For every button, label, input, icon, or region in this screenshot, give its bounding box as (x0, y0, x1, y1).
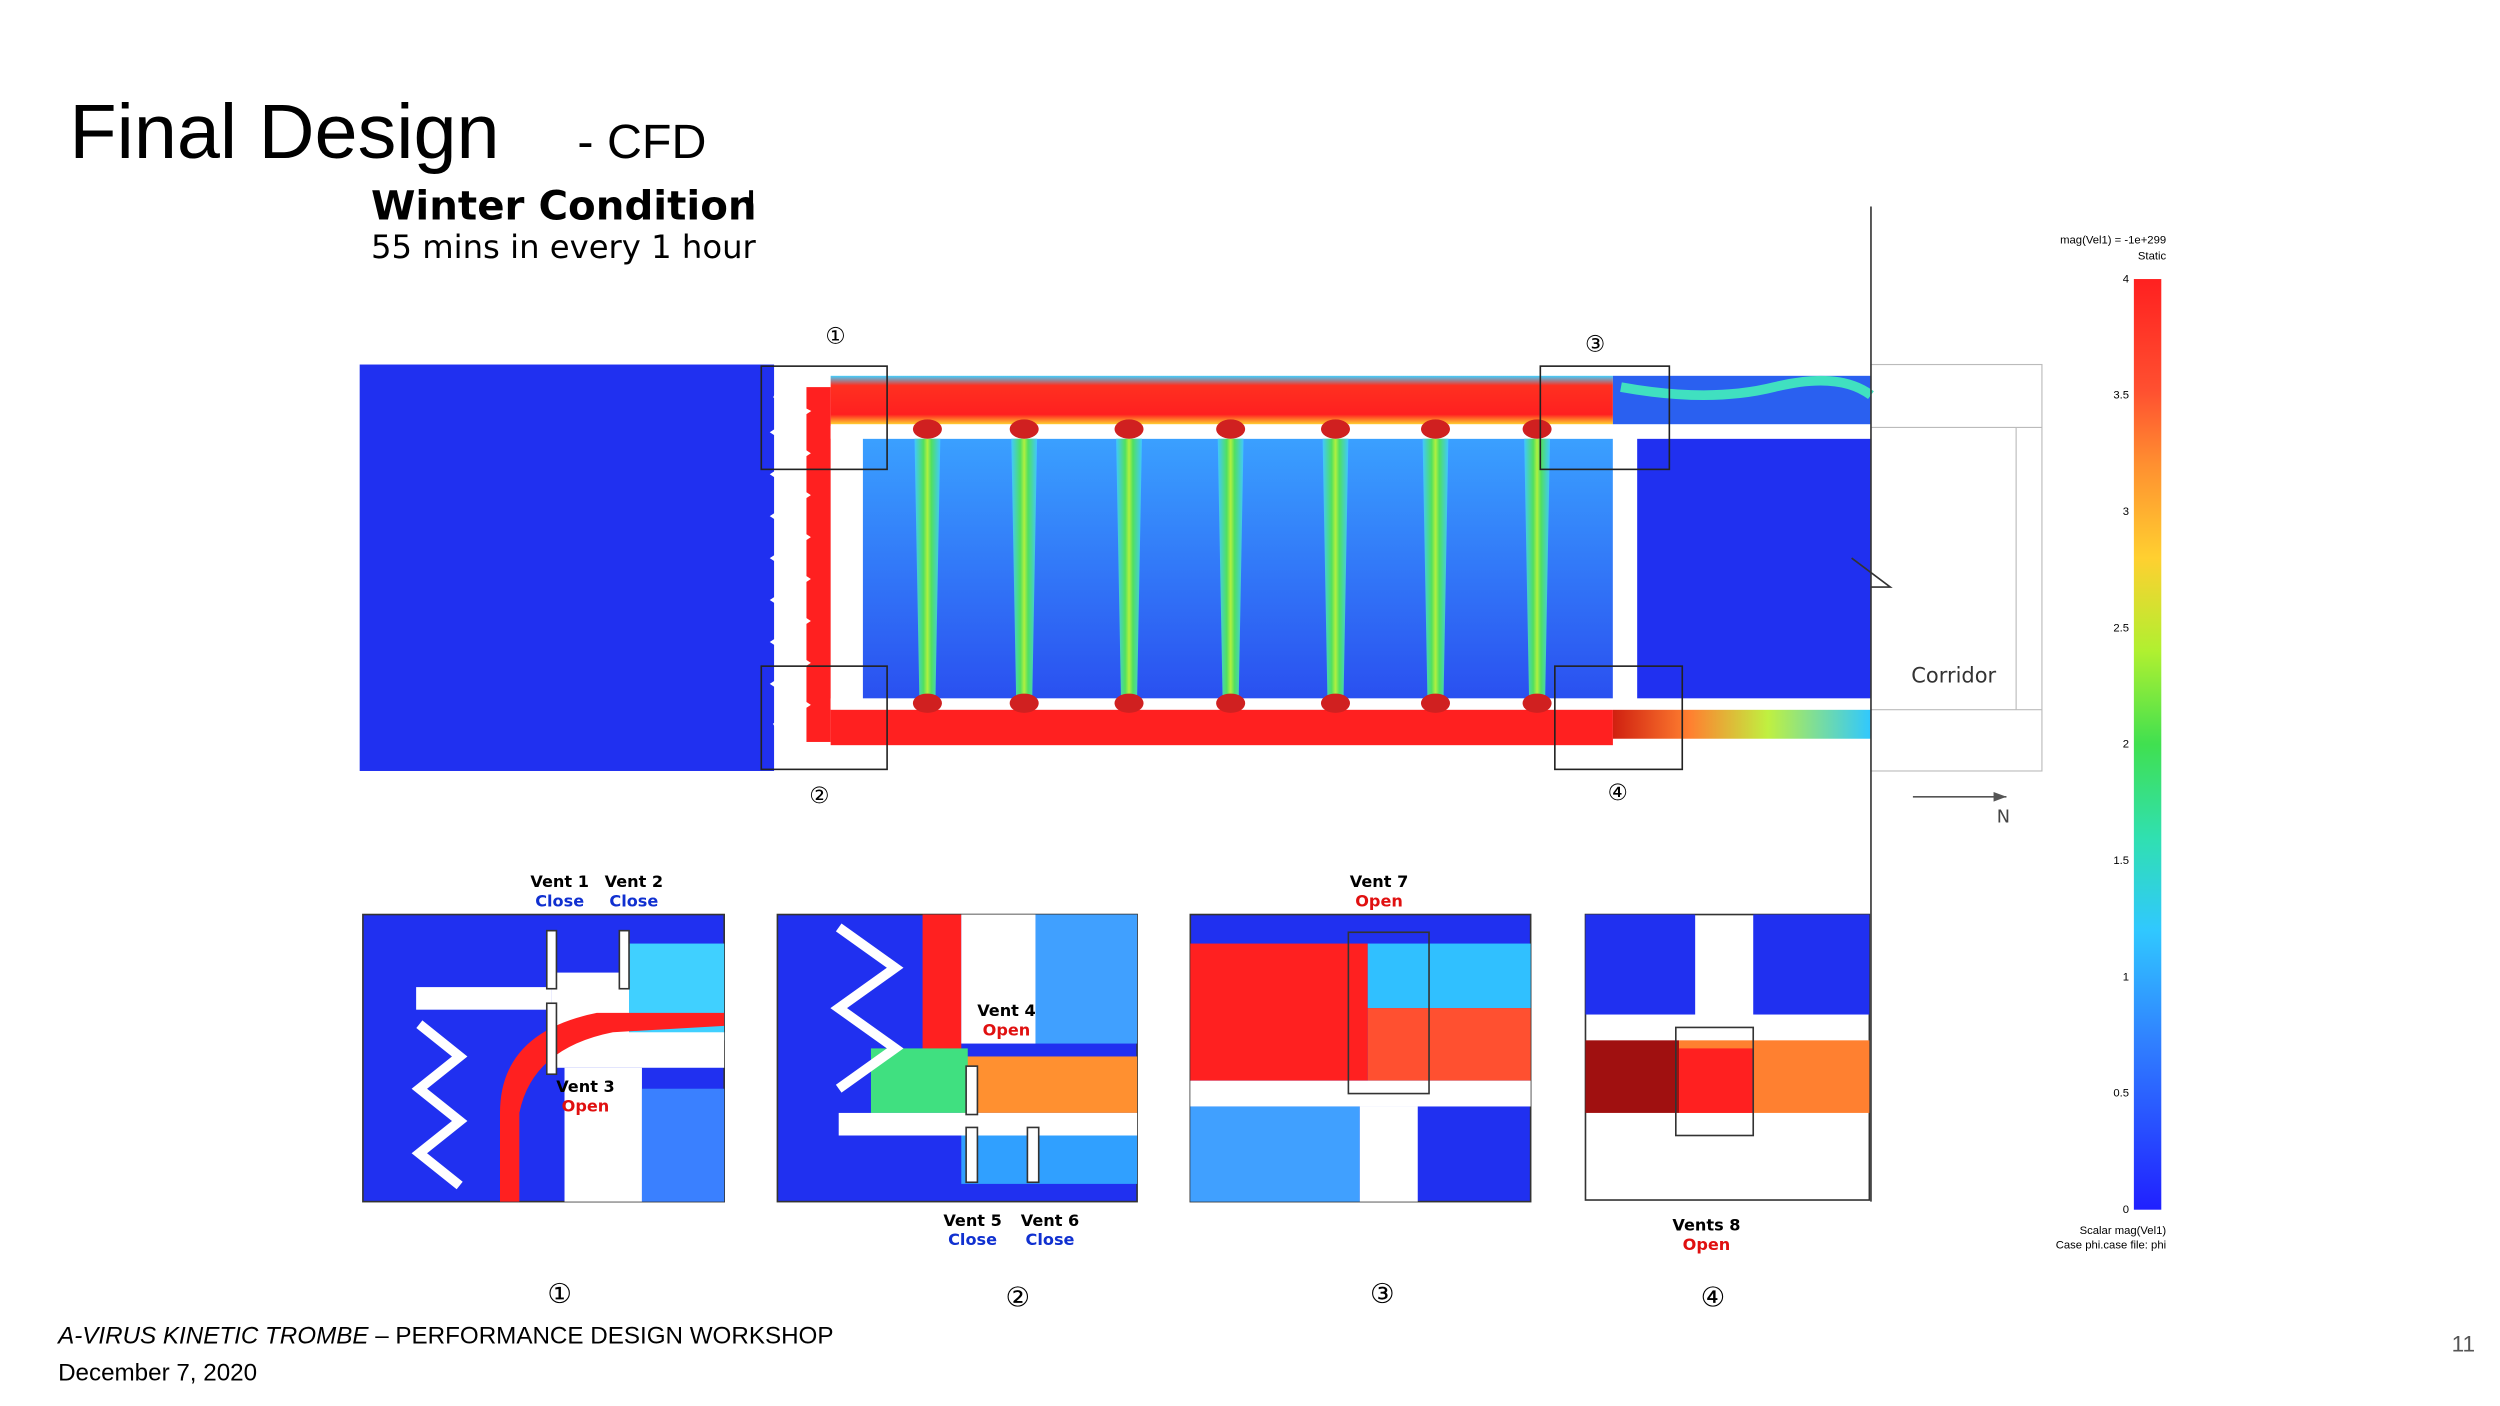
colorbar-tick-label: 4 (2123, 273, 2129, 285)
vent-name: Vent 3 (556, 1077, 615, 1096)
workshop: – PERFORMANCE DESIGN WORKSHOP (369, 1323, 834, 1350)
bottom-exit (1612, 709, 1871, 739)
vent-flow (1216, 693, 1246, 713)
colorbar: mag(Vel1) = -1e+299 Static 4 3.5 3 2.5 2 1.5 1… (2056, 235, 2167, 1252)
vent-name: Vent 5 (943, 1211, 1002, 1230)
colorbar-footer: Case phi.case file: phi (2056, 1239, 2166, 1251)
marker: ① (825, 324, 845, 350)
vent-state: Close (535, 891, 584, 910)
vent-state: Open (1683, 1235, 1731, 1254)
project: A-VIRUS KINETIC TROMBE (56, 1323, 369, 1350)
vent-flow (1320, 693, 1350, 713)
footer: A-VIRUS KINETIC TROMBE – PERFORMANCE DES… (56, 1323, 2475, 1387)
plan-lines (1870, 363, 2043, 772)
vent-flow (1420, 693, 1450, 713)
detail-boxes (760, 365, 1684, 771)
vent-state: Close (948, 1230, 997, 1249)
footer-title: A-VIRUS KINETIC TROMBE – PERFORMANCE DES… (56, 1323, 833, 1350)
north-arrowhead (1993, 791, 2007, 802)
jet (1524, 438, 1550, 699)
vent-flow (1009, 693, 1039, 713)
colorbar-tick-label: 1 (2123, 971, 2129, 983)
colorbar-header: mag(Vel1) = -1e+299 (2060, 235, 2166, 247)
marker: ③ (1370, 1279, 1395, 1310)
vent-state: Open (1355, 891, 1403, 910)
colorbar-tick-label: 0 (2123, 1204, 2129, 1216)
vent-state: Open (983, 1021, 1031, 1040)
jet (914, 438, 941, 699)
wall (830, 425, 1871, 439)
vent-flow (1420, 419, 1450, 439)
vent-flow (912, 693, 942, 713)
colorbar-tick-label: 2.5 (2113, 622, 2129, 634)
bottom-channel (830, 709, 1613, 746)
jet (1322, 438, 1349, 699)
jet (1422, 438, 1449, 699)
wall (1612, 438, 1638, 699)
colorbar-tick-label: 0.5 (2113, 1088, 2129, 1100)
colorbar-footer: Scalar mag(Vel1) (2080, 1225, 2167, 1237)
vent-name: Vent 6 (1021, 1211, 1080, 1230)
vent-flow (1522, 419, 1552, 439)
vent-state: Close (609, 891, 658, 910)
marker: ④ (1608, 780, 1628, 806)
vent-name: Vent 7 (1350, 872, 1409, 891)
colorbar-tick-label: 3 (2123, 506, 2129, 518)
jets (912, 419, 1552, 713)
vent-flow (1114, 419, 1144, 439)
vent-state: Open (562, 1096, 610, 1115)
section-mark (1851, 557, 1893, 588)
vent-state: Close (1026, 1230, 1075, 1249)
corridor-label: Corridor (1911, 663, 1996, 687)
colorbar-tick-label: 3.5 (2113, 390, 2129, 402)
room-field-2 (1637, 438, 1871, 699)
marker: ② (1005, 1282, 1030, 1313)
trombe-channel (806, 387, 831, 742)
panel-2 (776, 913, 1138, 1203)
vent-name: Vent 1 (530, 872, 589, 891)
outside-field (359, 364, 775, 771)
marker: ② (809, 783, 829, 809)
page-number: 11 (2452, 1332, 2475, 1357)
vent-flow (1522, 693, 1552, 713)
title: Final Design (69, 89, 499, 175)
colorbar-tick-label: 1.5 (2113, 855, 2129, 867)
marker: ① (547, 1279, 572, 1310)
condition-mark: I (745, 182, 757, 229)
vent-name: Vent 2 (605, 872, 663, 891)
vent-flow (1216, 419, 1246, 439)
date: December 7, 2020 (58, 1360, 257, 1387)
title-suffix: - CFD (577, 115, 706, 169)
top-channel (830, 375, 1613, 425)
cfd-plan: N Corridor ① ② ③ ④ (359, 206, 2043, 1202)
wall (830, 698, 1871, 710)
header: Final Design - CFD Winter Condition I 55… (69, 89, 757, 266)
vent-flow (1114, 693, 1144, 713)
colorbar-tick-label: 2 (2123, 739, 2129, 751)
jet (1217, 438, 1244, 699)
jet (1011, 438, 1038, 699)
jet (1116, 438, 1142, 699)
panel-1 (362, 913, 725, 1203)
marker: ④ (1701, 1282, 1726, 1313)
north-label: N (1997, 808, 2010, 828)
schedule: 55 mins in every 1 hour (371, 228, 757, 266)
vent-name: Vents 8 (1672, 1216, 1740, 1235)
vent-name: Vent 4 (977, 1001, 1036, 1020)
condition: Winter Condition (371, 182, 757, 229)
panel-3 (1189, 913, 1532, 1203)
marker: ③ (1585, 332, 1605, 358)
vent-flow (1320, 419, 1350, 439)
vent-flow (912, 419, 942, 439)
vent-flow (1009, 419, 1039, 439)
panel-4 (1584, 913, 1871, 1201)
colorbar-scale (2133, 279, 2162, 1210)
kinetic-facade (769, 393, 812, 728)
colorbar-subheader: Static (2138, 251, 2167, 263)
